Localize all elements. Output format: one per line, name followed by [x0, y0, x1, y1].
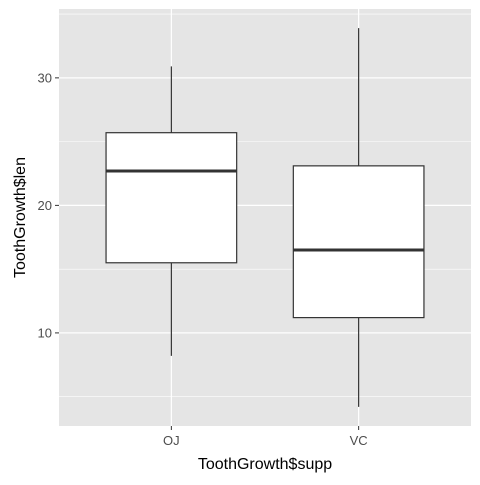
- x-tick-label: OJ: [163, 433, 180, 448]
- boxes-layer: [105, 28, 425, 407]
- box-iqr: [292, 165, 425, 319]
- box-vc: [292, 28, 425, 407]
- x-axis-title: ToothGrowth$supp: [198, 456, 332, 473]
- box-oj: [105, 66, 238, 356]
- y-axis: 10 20 30: [38, 70, 59, 340]
- box-iqr: [105, 132, 238, 264]
- x-tick-label: VC: [350, 433, 368, 448]
- y-axis-title: ToothGrowth$len: [12, 157, 29, 278]
- x-axis: OJ VC: [163, 426, 368, 448]
- y-tick-label: 10: [38, 325, 52, 340]
- y-tick-label: 30: [38, 70, 52, 85]
- y-tick-label: 20: [38, 198, 52, 213]
